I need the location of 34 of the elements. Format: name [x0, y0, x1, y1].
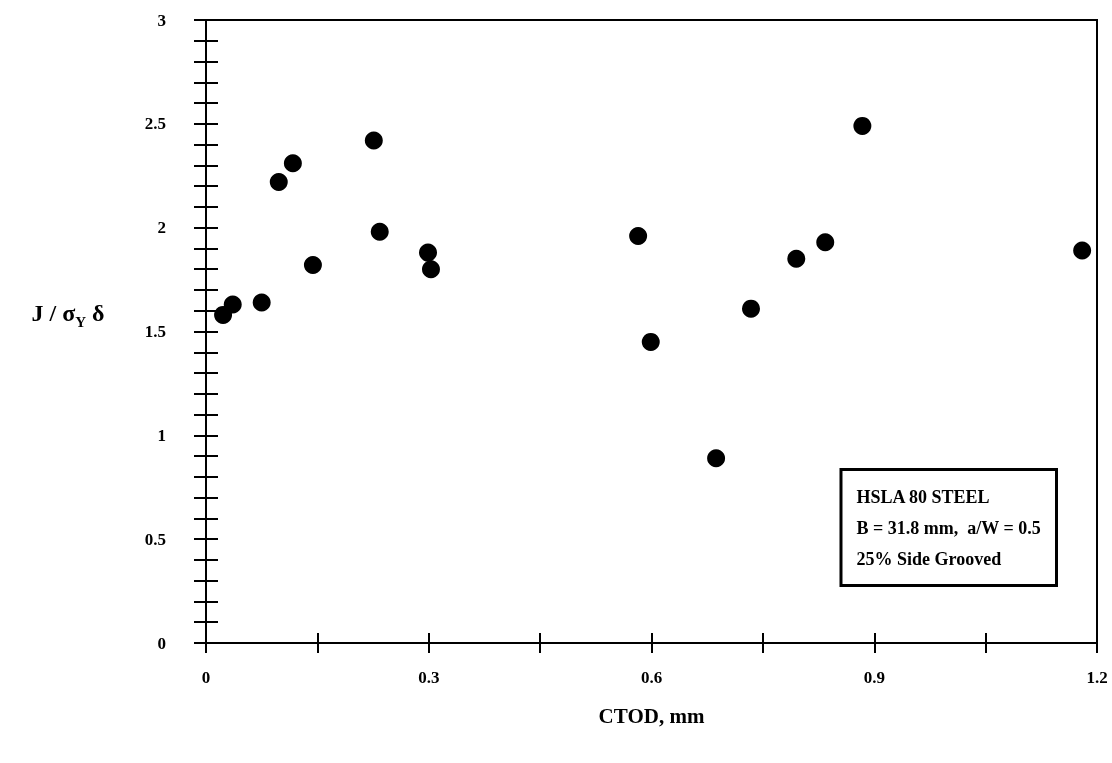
point: [283, 154, 302, 173]
point: [223, 295, 242, 314]
x-tick-label: 0.9: [863, 668, 885, 687]
x-tick-label: 0: [201, 668, 211, 687]
point: [252, 293, 271, 312]
point: [370, 222, 389, 241]
annotation: HSLA 80 STEEL: [856, 486, 990, 507]
point: [787, 249, 806, 268]
point: [422, 260, 440, 279]
y-tick-label: 0: [157, 633, 166, 653]
y-tick-label: 2.5: [144, 114, 166, 134]
y-tick-label: 2: [157, 218, 166, 238]
point: [742, 299, 760, 318]
y-tick-label: 1: [157, 425, 166, 445]
annotation: B = 31.8 mm, a/W = 0.5: [856, 517, 1041, 538]
y-tick-label: 0.5: [144, 529, 166, 549]
point: [303, 256, 322, 275]
x-tick-label: 0.3: [418, 668, 440, 687]
point: [1073, 241, 1092, 260]
point: [816, 233, 835, 252]
point: [853, 116, 872, 135]
point: [629, 226, 648, 245]
point: [269, 172, 288, 191]
point: [364, 131, 383, 150]
x-tick-label: 0.6: [640, 668, 663, 687]
annotation: 25% Side Grooved: [856, 548, 1002, 569]
x-tick-label: 1.2: [1086, 668, 1108, 687]
y-tick-label: 1.5: [144, 322, 166, 341]
x-axis-title: CTOD, mm: [598, 703, 705, 728]
y-tick-label: 3: [157, 10, 166, 30]
point: [419, 243, 438, 262]
point: [707, 449, 726, 468]
y-axis-title: J / σ$_{Y}$ δ: [30, 300, 106, 331]
point: [641, 332, 660, 351]
